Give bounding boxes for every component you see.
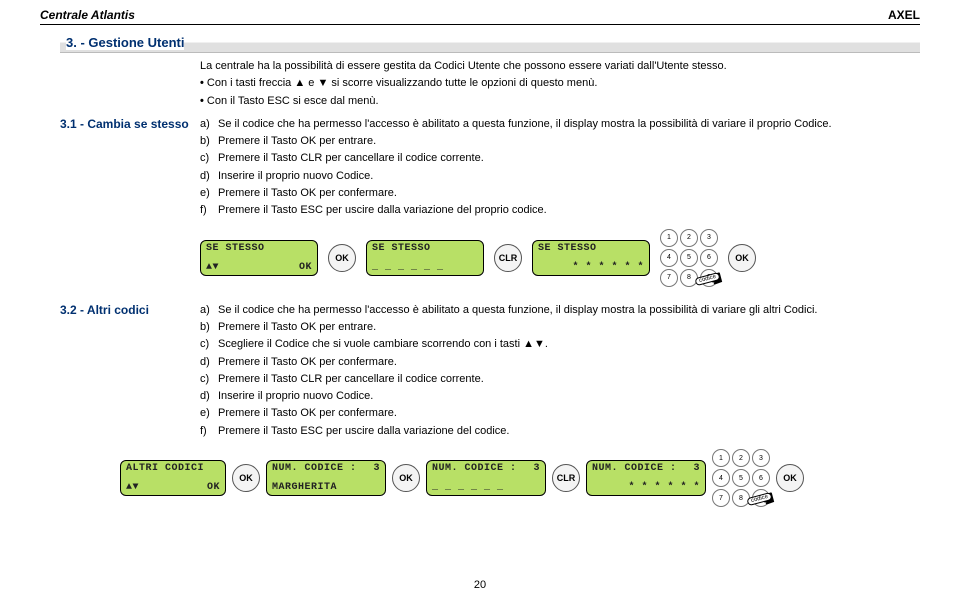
display-row-32: ALTRI CODICI ▲▼OK OK NUM. CODICE :3 MARG…	[120, 449, 920, 507]
bullet-2: Con il Tasto ESC si esce dal menù.	[200, 94, 920, 108]
lcd-32-1: ALTRI CODICI ▲▼OK	[120, 460, 226, 496]
lcd-32-3: NUM. CODICE :3 _ _ _ _ _ _	[426, 460, 546, 496]
step-32-c2: c)Premere il Tasto CLR per cancellare il…	[200, 372, 920, 386]
step-f: f)Premere il Tasto ESC per uscire dalla …	[200, 203, 920, 217]
ok-button-icon-3: OK	[232, 464, 260, 492]
page-header: Centrale Atlantis AXEL	[40, 8, 920, 25]
lcd-32-2: NUM. CODICE :3 MARGHERITA	[266, 460, 386, 496]
step-32-f: f)Premere il Tasto ESC per uscire dalla …	[200, 424, 920, 438]
ok-button-icon-4: OK	[392, 464, 420, 492]
display-row-31: SE STESSO ▲▼OK OK SE STESSO _ _ _ _ _ _ …	[200, 229, 920, 287]
header-right: AXEL	[888, 8, 920, 22]
lcd-1: SE STESSO ▲▼OK	[200, 240, 318, 276]
keypad-icon: 1 2 3 4 5 6 7 8 9 ☚ codice	[660, 229, 718, 287]
subsection-32-title: 3.2 - Altri codici	[60, 303, 200, 317]
lcd-32-4: NUM. CODICE :3 * * * * * *	[586, 460, 706, 496]
clr-button-icon: CLR	[494, 244, 522, 272]
step-d: d)Inserire il proprio nuovo Codice.	[200, 169, 920, 183]
clr-button-icon-2: CLR	[552, 464, 580, 492]
keypad-icon-2: 1 2 3 4 5 6 7 8 9 ☚ codice	[712, 449, 770, 507]
ok-button-icon-2: OK	[728, 244, 756, 272]
step-32-c1: c)Scegliere il Codice che si vuole cambi…	[200, 337, 920, 351]
lcd-2: SE STESSO _ _ _ _ _ _	[366, 240, 484, 276]
ok-button-icon: OK	[328, 244, 356, 272]
page-number: 20	[0, 579, 960, 591]
step-b: b)Premere il Tasto OK per entrare.	[200, 134, 920, 148]
step-e: e)Premere il Tasto OK per confermare.	[200, 186, 920, 200]
section-title-bar: 3. - Gestione Utenti	[60, 33, 920, 53]
step-c: c)Premere il Tasto CLR per cancellare il…	[200, 151, 920, 165]
lcd-3: SE STESSO * * * * * *	[532, 240, 650, 276]
step-32-e: e)Premere il Tasto OK per confermare.	[200, 406, 920, 420]
step-32-d2: d)Inserire il proprio nuovo Codice.	[200, 389, 920, 403]
step-32-b: b)Premere il Tasto OK per entrare.	[200, 320, 920, 334]
header-left: Centrale Atlantis	[40, 8, 135, 22]
subsection-31-title: 3.1 - Cambia se stesso	[60, 117, 200, 131]
step-a: a)Se il codice che ha permesso l'accesso…	[200, 117, 920, 131]
bullet-1: Con i tasti freccia ▲ e ▼ si scorre visu…	[200, 76, 920, 90]
section-title: 3. - Gestione Utenti	[66, 35, 184, 50]
ok-button-icon-5: OK	[776, 464, 804, 492]
step-32-d1: d)Premere il Tasto OK per confermare.	[200, 355, 920, 369]
step-32-a: a)Se il codice che ha permesso l'accesso…	[200, 303, 920, 317]
intro-text: La centrale ha la possibilità di essere …	[200, 59, 920, 73]
